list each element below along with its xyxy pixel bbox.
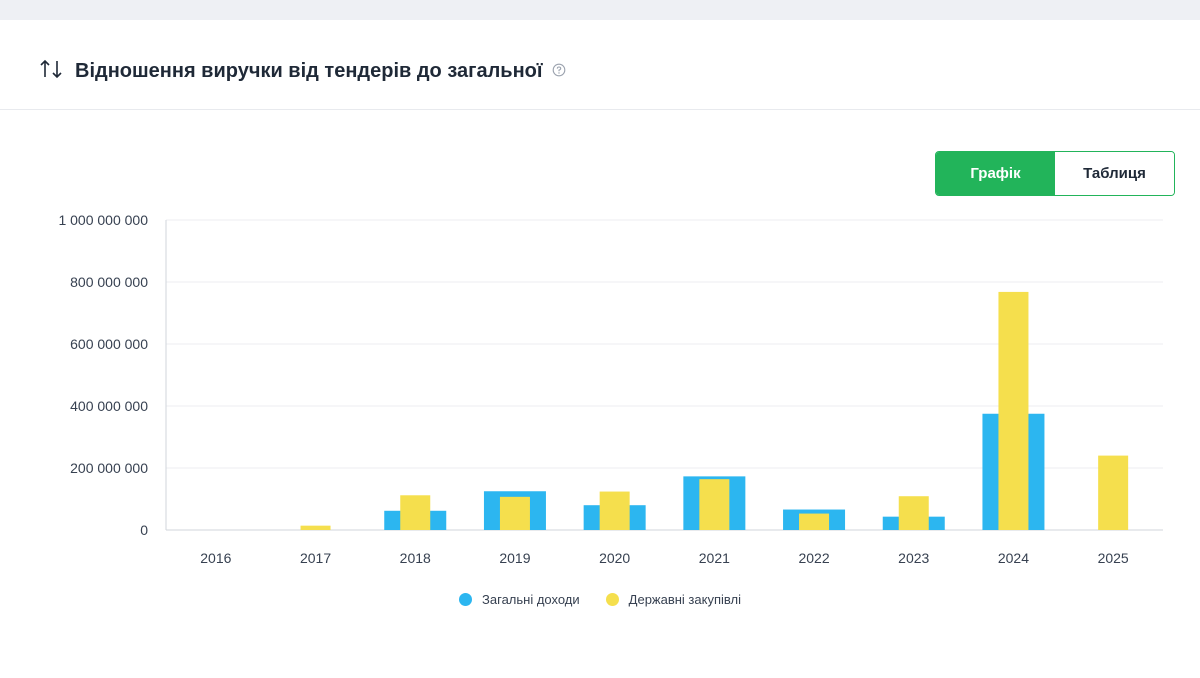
legend-item-total[interactable]: Загальні доходи [459,592,580,607]
bar-tenders-2020 [599,491,630,530]
bar-tenders-2018 [400,495,431,530]
x-tick-label: 2021 [699,550,730,566]
y-tick-label: 1 000 000 000 [58,212,148,228]
x-tick-label: 2020 [599,550,630,566]
bar-tenders-2017 [300,525,331,530]
y-tick-label: 600 000 000 [70,336,148,352]
x-tick-label: 2017 [300,550,331,566]
chart-title-text: Відношення виручки від тендерів до загал… [75,60,543,82]
bar-tenders-2021 [699,479,730,530]
y-tick-label: 800 000 000 [70,274,148,290]
legend-label-total: Загальні доходи [482,592,580,607]
sort-arrows-icon[interactable] [37,57,67,81]
y-tick-label: 200 000 000 [70,460,148,476]
legend-item-tenders[interactable]: Державні закупівлі [605,592,741,607]
question-circle-icon[interactable] [552,63,566,77]
legend-label-tenders: Державні закупівлі [628,592,741,607]
bar-tenders-2025 [1098,455,1129,530]
x-tick-label: 2023 [898,550,929,566]
table-view-button[interactable]: Таблиця [1055,152,1174,195]
bar-tenders-2019 [499,496,530,530]
legend-dot-tenders [605,593,619,606]
x-tick-label: 2019 [499,550,530,566]
chart-view-button[interactable]: Графік [936,152,1055,195]
y-tick-label: 400 000 000 [70,398,148,414]
x-tick-label: 2024 [998,550,1029,566]
card-header: Відношення виручки від тендерів до загал… [0,20,1200,110]
x-tick-label: 2018 [400,550,431,566]
y-tick-label: 0 [140,522,148,538]
chart-legend: Загальні доходи Державні закупівлі [0,592,1200,607]
bar-tenders-2023 [898,496,929,530]
view-toggle: Графік Таблиця [935,151,1175,196]
x-tick-label: 2016 [200,550,231,566]
bar-tenders-2024 [998,291,1029,530]
x-tick-label: 2025 [1098,550,1129,566]
bar-tenders-2022 [799,513,830,530]
page-top-strip [0,0,1200,20]
x-tick-label: 2022 [798,550,829,566]
legend-dot-total [459,593,473,606]
chart-title: Відношення виручки від тендерів до загал… [75,60,566,83]
